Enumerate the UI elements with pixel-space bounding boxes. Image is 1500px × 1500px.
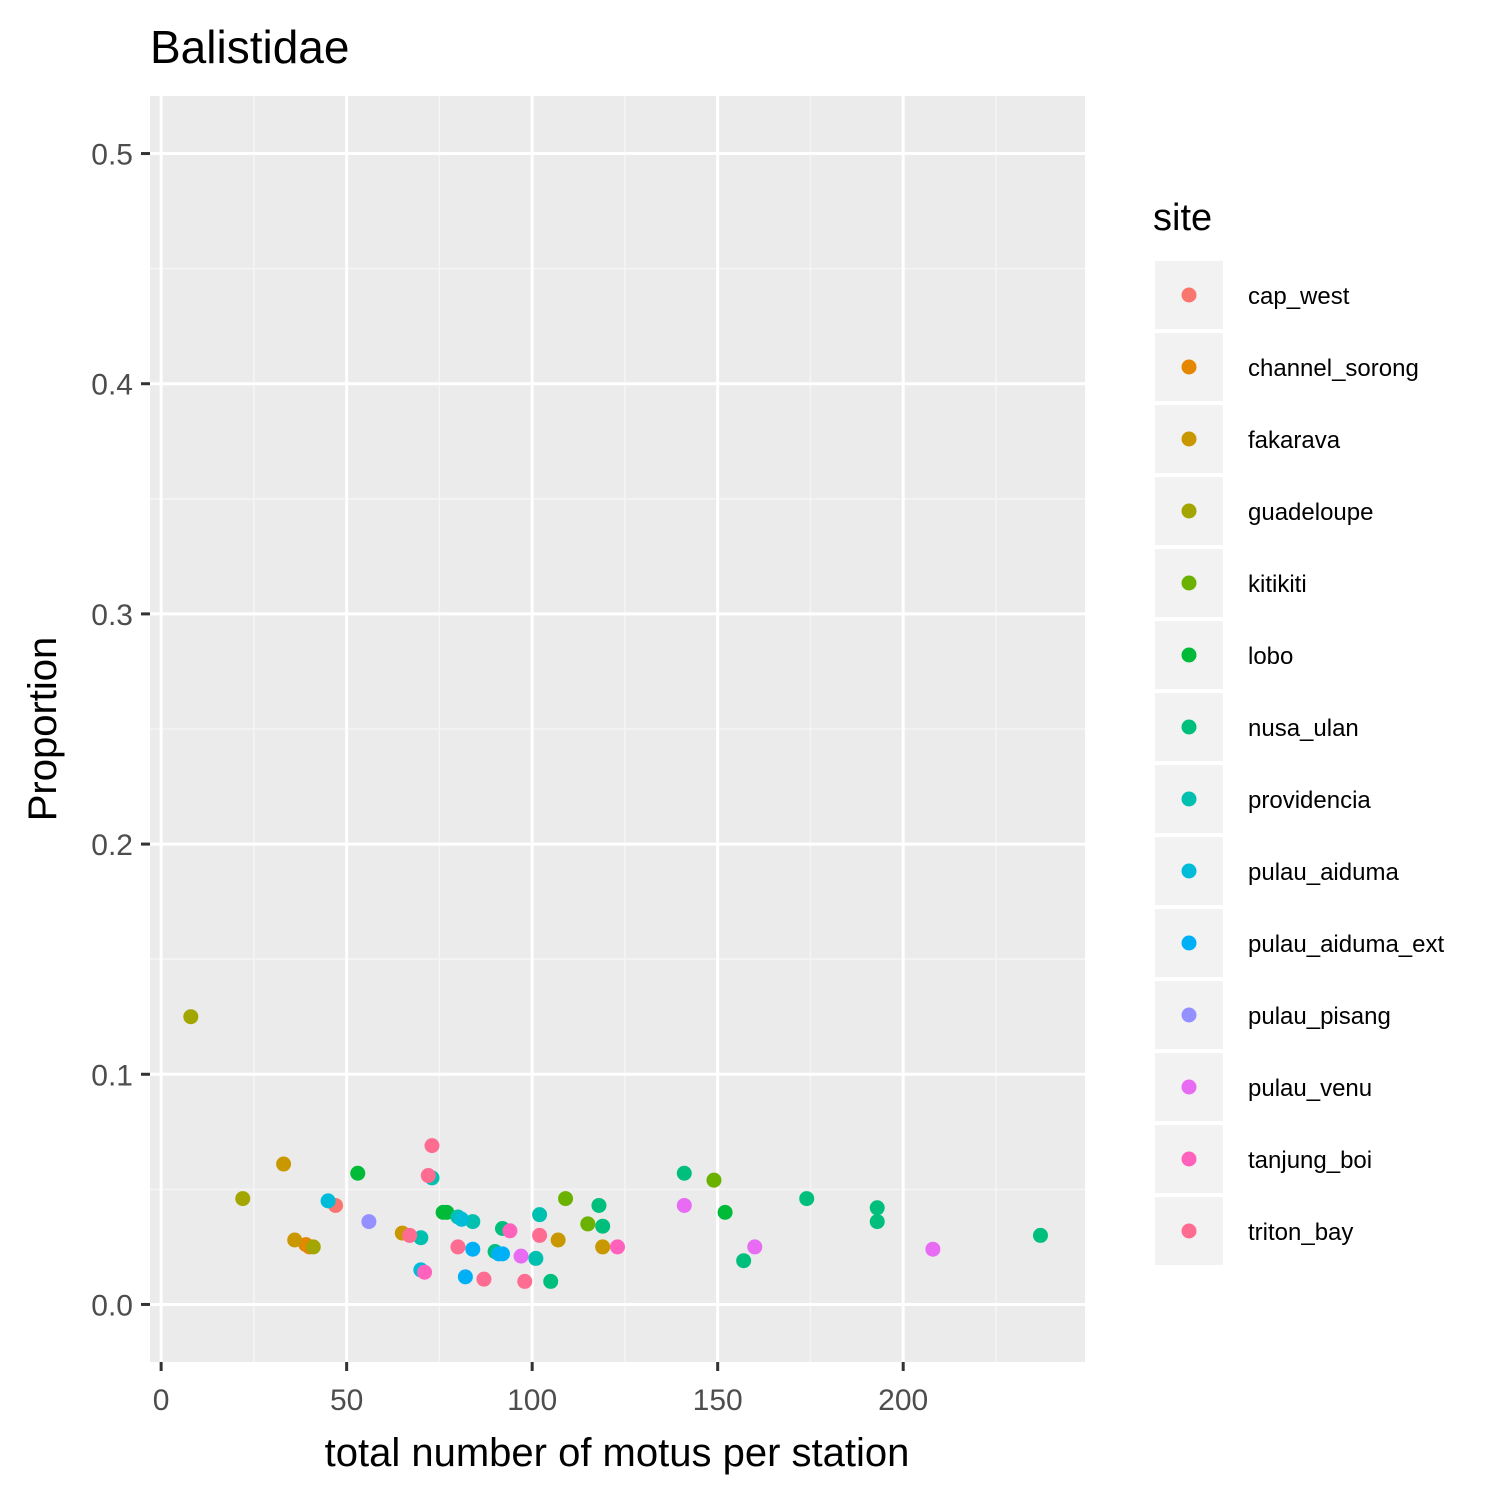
y-tick-label: 0.5 (91, 139, 133, 172)
legend-label-channel-sorong: channel_sorong (1248, 355, 1419, 382)
data-point-pulau-aiduma (454, 1211, 470, 1227)
legend-label-pulau-aiduma: pulau_aiduma (1248, 859, 1399, 886)
legend: cap_west channel_sorong fakarava guadeloupe… (1155, 261, 1444, 1265)
data-point-nusa-ulan (543, 1273, 559, 1289)
data-point-triton-bay (532, 1227, 548, 1243)
data-point-providencia (532, 1207, 548, 1223)
data-point-pulau-venu (676, 1197, 692, 1213)
data-point-pulau-pisang (361, 1214, 377, 1230)
legend-marker-channel-sorong (1181, 359, 1197, 375)
data-point-kitikiti (580, 1216, 596, 1232)
legend-marker-pulau-aiduma-ext (1181, 935, 1197, 951)
data-point-pulau-aiduma (320, 1193, 336, 1209)
data-point-pulau-venu (513, 1248, 529, 1264)
legend-label-triton-bay: triton_bay (1248, 1219, 1353, 1246)
data-point-pulau-aiduma-ext (494, 1246, 510, 1262)
data-point-nusa-ulan (736, 1253, 752, 1269)
x-tick-label: 50 (330, 1384, 363, 1417)
legend-label-pulau-aiduma-ext: pulau_aiduma_ext (1248, 931, 1444, 958)
legend-marker-pulau-pisang (1181, 1007, 1197, 1023)
data-point-tanjung-boi (610, 1239, 625, 1255)
data-point-tanjung-boi (502, 1223, 518, 1239)
data-point-nusa-ulan (869, 1214, 885, 1230)
data-point-fakarava (276, 1156, 292, 1172)
legend-label-fakarava: fakarava (1248, 427, 1341, 454)
legend-label-cap-west: cap_west (1248, 283, 1350, 310)
legend-marker-triton-bay (1181, 1223, 1197, 1239)
legend-marker-fakarava (1181, 431, 1197, 447)
legend-label-providencia: providencia (1248, 787, 1371, 814)
legend-label-nusa-ulan: nusa_ulan (1248, 715, 1359, 742)
data-point-providencia (413, 1230, 429, 1246)
y-tick-label: 0.1 (91, 1059, 133, 1092)
data-point-pulau-venu (747, 1239, 763, 1255)
data-point-triton-bay (450, 1239, 466, 1255)
legend-marker-pulau-venu (1181, 1079, 1197, 1095)
data-point-pulau-aiduma-ext (465, 1241, 481, 1257)
legend-marker-providencia (1181, 791, 1197, 807)
data-point-kitikiti (558, 1191, 574, 1207)
minor-gridlines (150, 96, 1085, 1362)
data-point-tanjung-boi (417, 1264, 433, 1280)
data-point-triton-bay (420, 1168, 436, 1184)
x-tick-label: 100 (507, 1384, 557, 1417)
legend-marker-pulau-aiduma (1181, 863, 1197, 879)
data-point-fakarava (550, 1232, 566, 1248)
legend-label-lobo: lobo (1248, 643, 1293, 670)
legend-label-pulau-venu: pulau_venu (1248, 1075, 1372, 1102)
y-tick-label: 0.4 (91, 369, 133, 402)
legend-label-pulau-pisang: pulau_pisang (1248, 1003, 1391, 1030)
data-point-triton-bay (476, 1271, 492, 1287)
data-point-guadeloupe (183, 1009, 199, 1025)
data-point-nusa-ulan (799, 1191, 815, 1207)
data-point-pulau-aiduma-ext (457, 1269, 473, 1285)
data-point-lobo (350, 1165, 366, 1181)
data-point-fakarava (287, 1232, 303, 1248)
x-tick-label: 0 (153, 1384, 170, 1417)
legend-marker-lobo (1181, 647, 1197, 663)
chart-title: Balistidae (150, 21, 349, 73)
x-axis: 0 50 100 150 200 (153, 1362, 928, 1417)
major-gridlines (150, 96, 1085, 1362)
legend-marker-kitikiti (1181, 575, 1197, 591)
data-point-lobo (717, 1204, 733, 1220)
y-axis-title: Proportion (21, 637, 65, 822)
x-tick-label: 200 (878, 1384, 928, 1417)
legend-marker-nusa-ulan (1181, 719, 1197, 735)
data-point-guadeloupe (305, 1239, 321, 1255)
legend-label-kitikiti: kitikiti (1248, 571, 1307, 598)
data-point-nusa-ulan (1032, 1227, 1048, 1243)
data-point-kitikiti (706, 1172, 722, 1188)
legend-title: site (1153, 197, 1212, 239)
y-axis: 0.0 0.1 0.2 0.3 0.4 0.5 (91, 139, 150, 1322)
data-point-nusa-ulan (869, 1200, 885, 1216)
data-points (183, 1009, 1048, 1289)
data-point-pulau-venu (925, 1241, 941, 1257)
data-point-triton-bay (402, 1227, 418, 1243)
data-point-fakarava (595, 1239, 611, 1255)
y-tick-label: 0.0 (91, 1289, 133, 1322)
legend-label-tanjung-boi: tanjung_boi (1248, 1147, 1372, 1174)
data-point-providencia (528, 1250, 544, 1266)
legend-marker-tanjung-boi (1181, 1151, 1197, 1167)
legend-marker-guadeloupe (1181, 503, 1197, 519)
y-tick-label: 0.3 (91, 599, 133, 632)
x-tick-label: 150 (693, 1384, 743, 1417)
data-point-providencia (465, 1214, 481, 1230)
data-point-guadeloupe (235, 1191, 251, 1207)
data-point-triton-bay (424, 1138, 440, 1154)
data-point-nusa-ulan (676, 1165, 692, 1181)
legend-marker-cap-west (1181, 287, 1197, 303)
data-point-nusa-ulan (595, 1218, 611, 1234)
legend-label-guadeloupe: guadeloupe (1248, 499, 1373, 526)
data-point-triton-bay (517, 1273, 533, 1289)
data-point-nusa-ulan (591, 1197, 607, 1213)
x-axis-title: total number of motus per station (325, 1431, 910, 1475)
y-tick-label: 0.2 (91, 829, 133, 862)
